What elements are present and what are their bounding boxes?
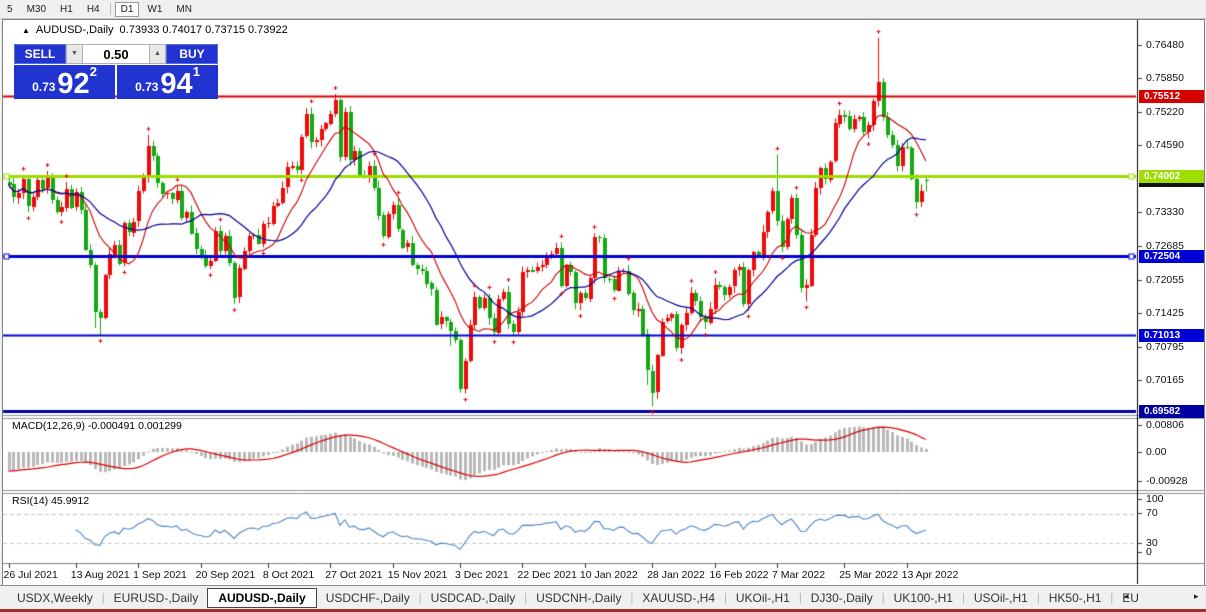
tab-ukoil-h1[interactable]: UKOil-,H1: [735, 591, 790, 605]
tab-uk100-h1[interactable]: UK100-,H1: [893, 591, 953, 605]
tab-eu[interactable]: EU: [1122, 591, 1139, 605]
tab-scroll-right-icon[interactable]: ▸: [1194, 591, 1199, 601]
date-axis-tick: 27 Oct 2021: [325, 569, 383, 581]
sell-price-point: 2: [89, 64, 97, 79]
tab-separator: |: [630, 592, 634, 604]
date-axis-tick: 22 Dec 2021: [517, 569, 577, 581]
date-axis-tick: 1 Sep 2021: [133, 569, 187, 581]
timeframe-button-d1[interactable]: D1: [114, 1, 140, 17]
buy-price-pips: 94: [160, 68, 193, 100]
chart-symbol-label: AUDUSD-,Daily: [35, 24, 114, 36]
macd-scale-tick: 0.00: [1146, 446, 1167, 458]
price-axis-tick: 0.72685: [1146, 240, 1184, 253]
price-axis-tick: 0.74590: [1146, 139, 1184, 152]
price-axis-tick: 0.75220: [1146, 105, 1184, 118]
price-axis-tick: 0.70795: [1146, 340, 1184, 353]
timeframe-button-mn[interactable]: MN: [176, 3, 192, 15]
price-axis-tick: 0.76480: [1146, 38, 1184, 51]
symbol-tab-bar: USDX,Weekly | EURUSD-,Daily AUDUSD-,Daily US…: [0, 585, 1206, 610]
buy-price-display[interactable]: 0.73 94 1: [117, 65, 218, 99]
price-line-badge-0.75512: 0.75512: [1139, 89, 1204, 103]
tab-separator: |: [1036, 592, 1040, 604]
chart-collapse-icon[interactable]: ▲: [22, 25, 30, 35]
date-axis-tick: 10 Jan 2022: [579, 569, 638, 581]
tab-usdchf-daily[interactable]: USDCHF-,Daily: [325, 591, 410, 605]
price-axis-tick: 0.71425: [1146, 307, 1184, 320]
chevron-down-icon: ▼: [71, 50, 78, 57]
price-axis-tick: 0.72055: [1146, 273, 1184, 286]
tab-separator: |: [418, 592, 422, 604]
rsi-scale-tick: 70: [1146, 507, 1158, 519]
date-axis-tick: 3 Dec 2021: [454, 569, 509, 581]
chevron-up-icon: ▲: [154, 50, 161, 57]
tab-separator: |: [1110, 592, 1114, 604]
trade-amount-input[interactable]: [83, 44, 149, 64]
sell-price-pips: 92: [57, 68, 90, 100]
price-line-badge-0.71013: 0.71013: [1139, 328, 1204, 342]
tab-separator: |: [961, 592, 965, 604]
sell-price-display[interactable]: 0.73 92 2: [14, 65, 115, 99]
tab-usdcad-daily[interactable]: USDCAD-,Daily: [430, 591, 516, 605]
date-axis-tick: 16 Feb 2022: [709, 569, 769, 581]
date-axis-tick: 25 Mar 2022: [839, 569, 899, 581]
one-click-trade-widget: SELL ▼ ▲ BUY 0.73 92 2 0.73 94 1: [14, 44, 218, 99]
tab-separator: |: [524, 592, 528, 604]
tab-separator: |: [881, 592, 885, 604]
date-axis-tick: 26 Jul 2021: [3, 569, 58, 581]
amount-decrease-button[interactable]: ▼: [66, 44, 83, 64]
timeframe-button-m30[interactable]: M30: [26, 3, 47, 15]
tab-dj30-daily[interactable]: DJ30-,Daily: [810, 591, 873, 605]
amount-increase-button[interactable]: ▲: [149, 44, 166, 64]
buy-price-prefix: 0.73: [135, 80, 159, 94]
timeframe-button-h1[interactable]: H1: [60, 3, 73, 15]
date-axis-tick: 28 Jan 2022: [647, 569, 705, 581]
tab-audusd-daily[interactable]: AUDUSD-,Daily: [207, 588, 317, 608]
macd-scale-tick: 0.00806: [1146, 419, 1184, 431]
toolbar-separator: [109, 3, 111, 15]
tab-usoil-h1[interactable]: USOil-,H1: [973, 591, 1028, 605]
rsi-indicator-label: RSI(14) 45.9912: [12, 495, 90, 507]
buy-price-point: 1: [192, 64, 200, 79]
timeframe-button-w1[interactable]: W1: [147, 3, 163, 15]
macd-indicator-label: MACD(12,26,9) -0.000491 0.001299: [12, 420, 182, 432]
date-axis-tick: 20 Sep 2021: [195, 569, 256, 581]
tab-usdx-weekly[interactable]: USDX,Weekly: [17, 591, 93, 605]
price-axis-tick: 0.73330: [1146, 206, 1184, 219]
sell-button[interactable]: SELL: [14, 44, 66, 64]
date-axis-tick: 8 Oct 2021: [262, 569, 315, 581]
timeframe-button-h4[interactable]: H4: [86, 3, 100, 15]
price-axis-tick: 0.70165: [1146, 374, 1184, 387]
date-axis-tick: 13 Aug 2021: [70, 569, 130, 581]
chart-title: ▲ AUDUSD-,Daily 0.73933 0.74017 0.73715 …: [22, 24, 288, 36]
tab-eurusd-daily[interactable]: EURUSD-,Daily: [113, 591, 199, 605]
rsi-scale-tick: 0: [1146, 546, 1152, 558]
price-line-badge-0.74002: 0.74002: [1139, 169, 1204, 183]
chart-ohlc-values: 0.73933 0.74017 0.73715 0.73922: [119, 24, 288, 36]
tab-separator: |: [724, 592, 727, 604]
sell-price-prefix: 0.73: [32, 80, 56, 94]
window-bottom-edge: [0, 609, 1206, 612]
price-line-badge-0.72504: 0.72504: [1139, 249, 1204, 263]
tab-usdcnh-daily[interactable]: USDCNH-,Daily: [536, 591, 622, 605]
date-axis-tick: 7 Mar 2022: [771, 569, 826, 581]
timeframe-toolbar: 5 M30 H1 H4 D1 W1 MN: [0, 0, 1206, 19]
tab-separator: |: [798, 592, 802, 604]
tab-scroll-left-icon[interactable]: ◂: [1124, 591, 1129, 601]
date-axis-tick: 13 Apr 2022: [901, 569, 959, 581]
buy-button[interactable]: BUY: [166, 44, 218, 64]
rsi-scale-tick: 30: [1146, 537, 1158, 549]
price-axis-tick: 0.75850: [1146, 72, 1184, 85]
macd-scale-tick: -0.00928: [1146, 475, 1188, 487]
price-line-badge-0.69582: 0.69582: [1139, 404, 1204, 418]
rsi-scale-tick: 100: [1146, 493, 1164, 505]
date-axis-tick: 15 Nov 2021: [387, 569, 448, 581]
tab-xauusd-h4[interactable]: XAUUSD-,H4: [642, 591, 715, 605]
tab-hk50-h1[interactable]: HK50-,H1: [1048, 591, 1102, 605]
timeframe-button-5[interactable]: 5: [7, 3, 13, 15]
tab-separator: |: [101, 592, 105, 604]
